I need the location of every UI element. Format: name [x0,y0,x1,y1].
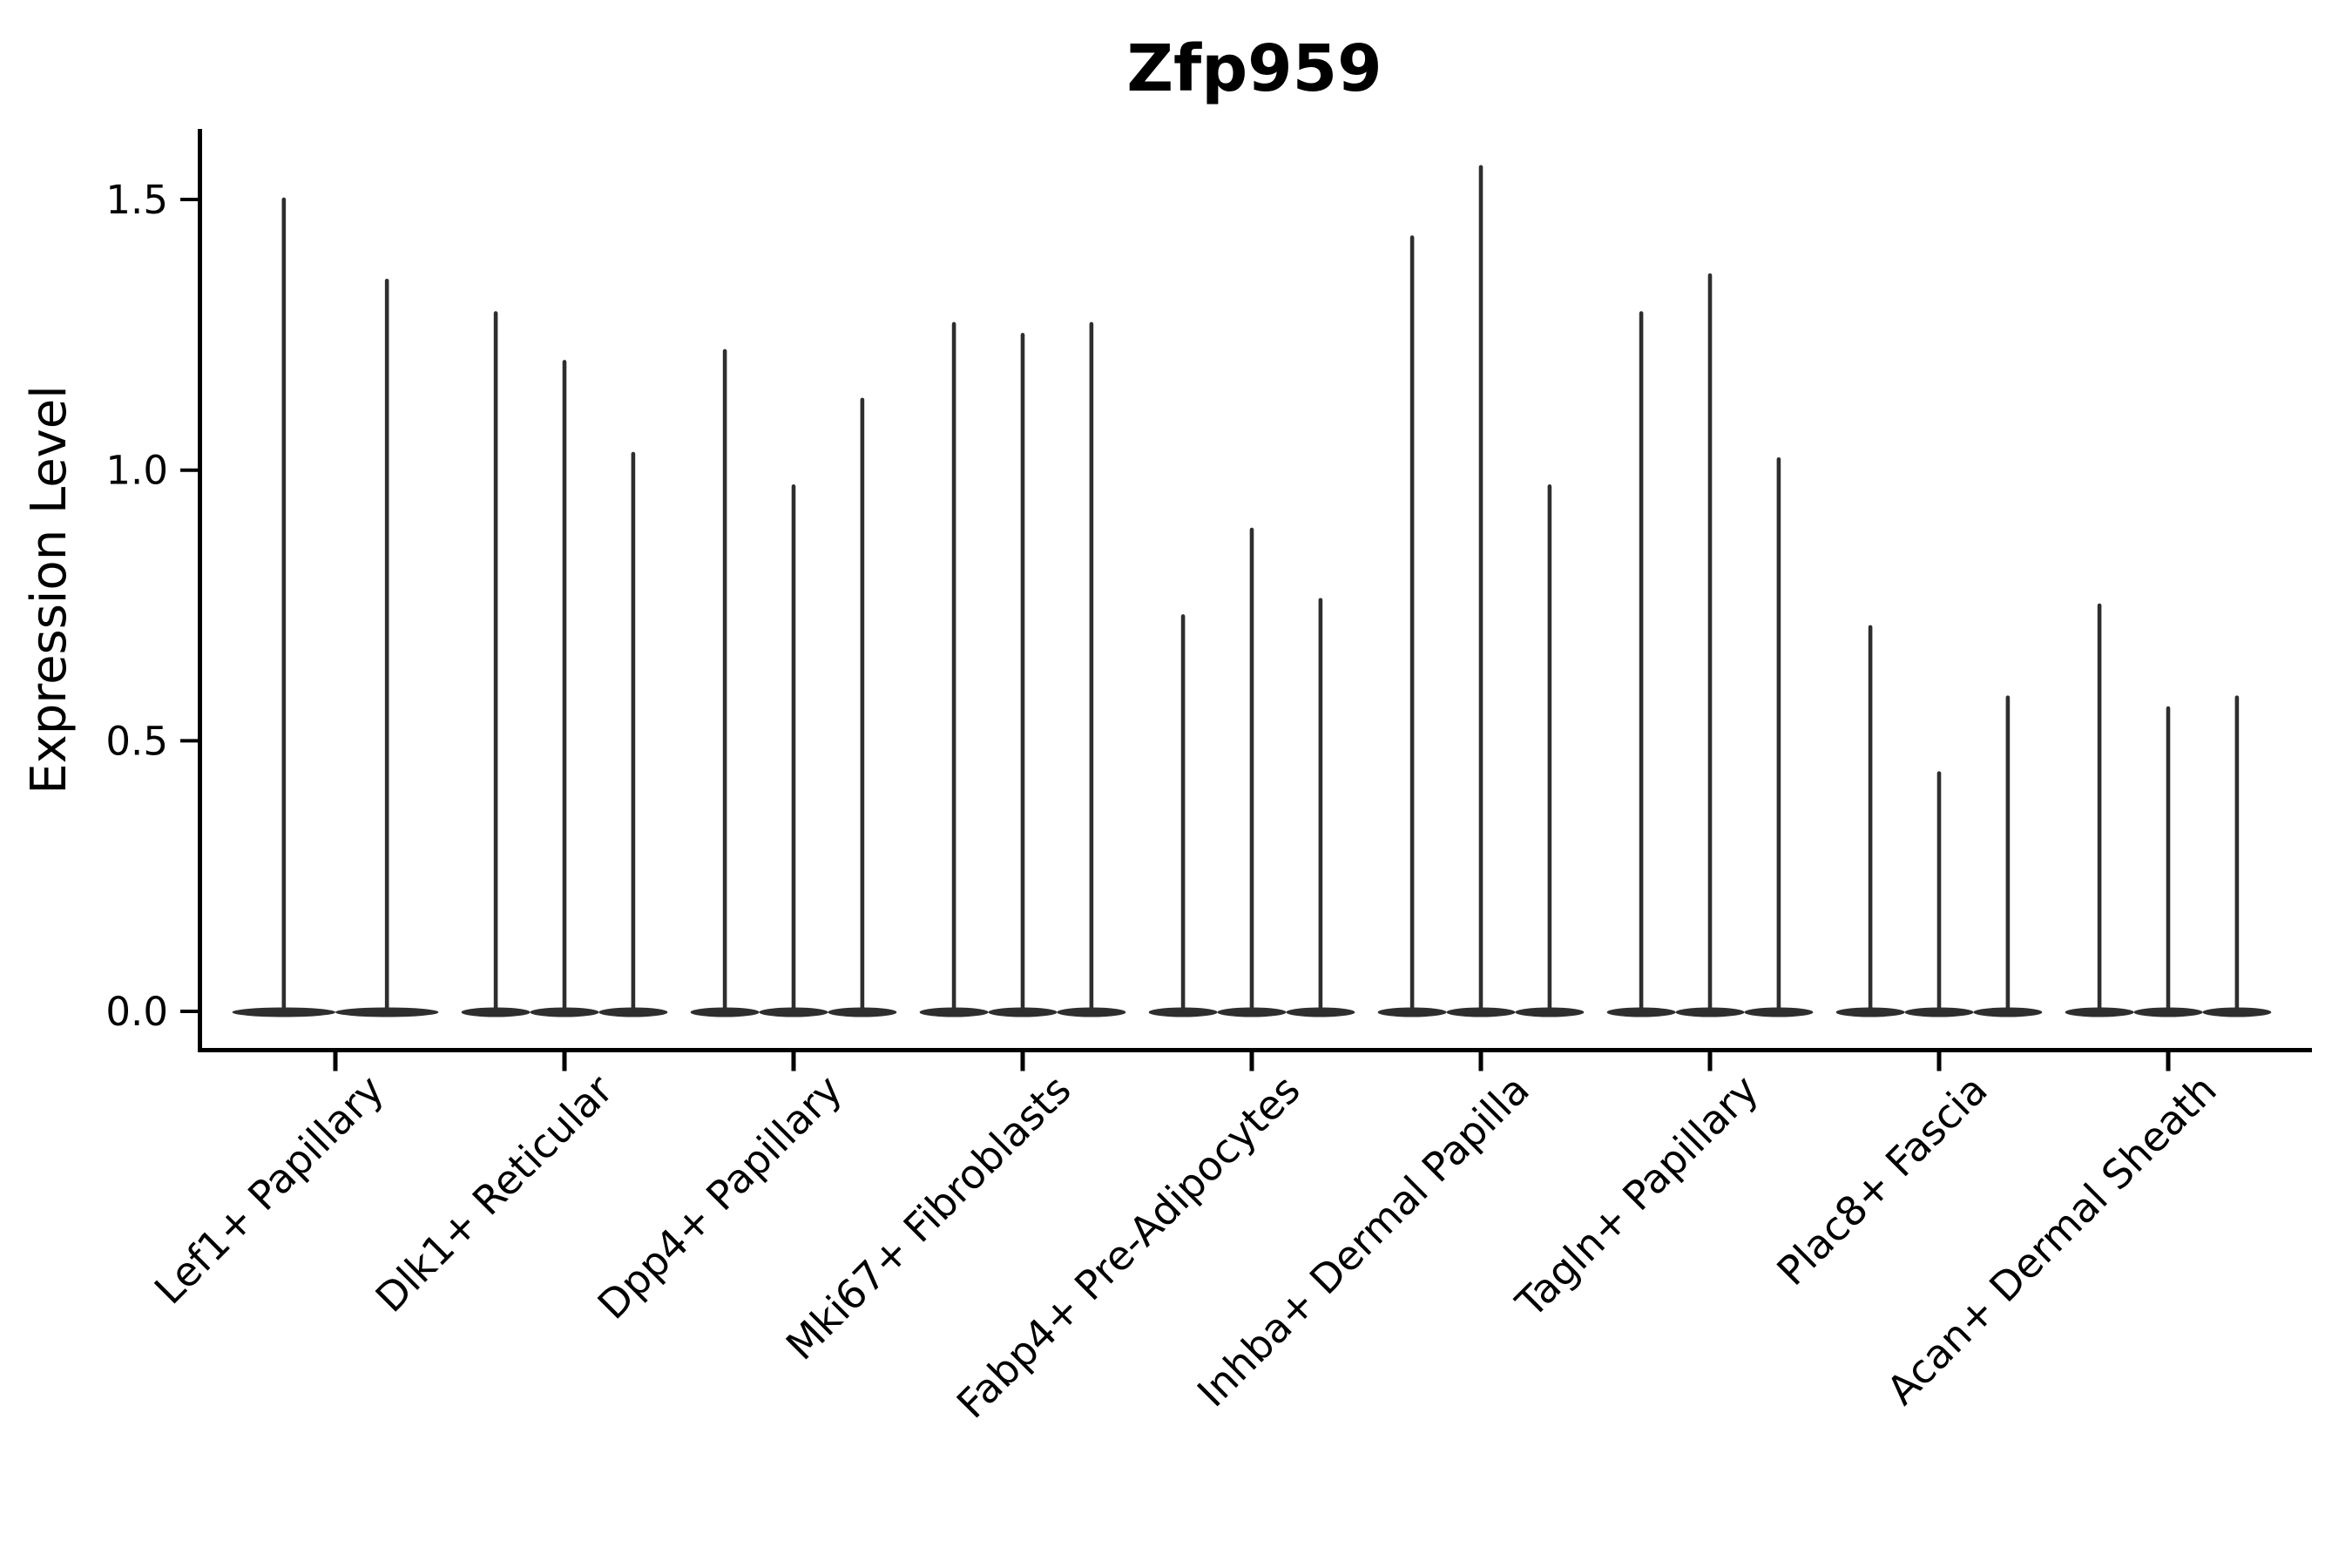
violin-group [461,311,668,1017]
violin-group [1148,527,1355,1017]
x-tick-label: Dlk1+ Reticular [367,1066,622,1321]
violin-group [1835,625,2043,1017]
violin-group [1606,273,1814,1017]
violin-group [690,348,897,1017]
x-tick-label: Lef1+ Papillary [145,1066,393,1314]
x-tick-label: Dpp4+ Papillary [589,1066,851,1328]
violin-group [1377,165,1585,1017]
y-axis-label: Expression Level [21,385,78,794]
y-tick-label: 1.0 [105,448,168,494]
violin-group [919,321,1126,1017]
violin-group [232,197,439,1017]
chart-title: Zfp959 [1126,31,1382,106]
x-tick-label: Plac8+ Fascia [1767,1066,1996,1294]
violin-group [2065,603,2272,1017]
y-tick-label: 1.5 [105,177,168,223]
violin-layer [232,165,2272,1017]
y-tick-label: 0.0 [105,989,168,1035]
y-tick-label: 0.5 [105,718,168,764]
x-tick-label: Tagln+ Papillary [1506,1066,1767,1328]
